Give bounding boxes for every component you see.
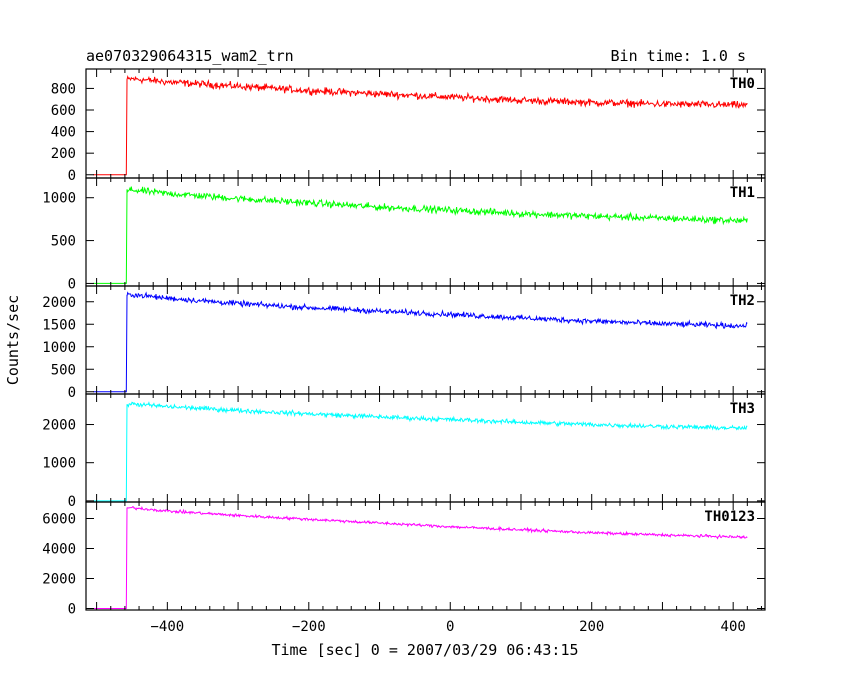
x-tick-label: 0: [446, 619, 454, 635]
y-tick-label: 1500: [42, 317, 76, 333]
y-axis-label: Counts/sec: [4, 295, 22, 385]
panel-label-th1: TH1: [730, 185, 755, 201]
y-tick-label: 4000: [42, 542, 76, 558]
panel-label-th2: TH2: [730, 293, 755, 309]
panel-frame: [85, 285, 766, 395]
panel-label-th0123: TH0123: [704, 509, 755, 525]
series-line-th2: [93, 291, 748, 393]
series-line-th1: [93, 186, 748, 284]
x-tick-label: 400: [721, 619, 746, 635]
y-tick-label: 500: [51, 234, 76, 250]
y-tick-label: 6000: [42, 512, 76, 528]
y-tick-label: 800: [51, 81, 76, 97]
y-tick-label: 0: [68, 385, 76, 401]
y-tick-label: 600: [51, 103, 76, 119]
chart-title: ae070329064315_wam2_trn: [86, 47, 294, 65]
panels: 0 200 400 600 800 TH0 0 500 1000 TH1 0 500 1000 1500 2…: [42, 68, 766, 635]
y-tick-label: 400: [51, 125, 76, 141]
x-tick-label: 200: [579, 619, 604, 635]
panel-label-th0: TH0: [730, 76, 755, 92]
y-tick-label: 1000: [42, 456, 76, 472]
y-tick-label: 1000: [42, 191, 76, 207]
y-tick-label: 2000: [42, 572, 76, 588]
panel-label-th3: TH3: [730, 401, 755, 417]
panel-th0123: 0 2000 4000 6000 TH0123: [42, 501, 766, 618]
panel-th2: 0 500 1000 1500 2000 TH2: [42, 285, 766, 401]
y-tick-label: 0: [68, 276, 76, 292]
y-tick-label: 500: [51, 362, 76, 378]
y-tick-label: 2000: [42, 418, 76, 434]
y-tick-label: 2000: [42, 295, 76, 311]
x-tick-label: −200: [292, 619, 326, 635]
series-line-th0123: [93, 506, 748, 609]
y-tick-label: 0: [68, 494, 76, 510]
y-tick-label: 1000: [42, 340, 76, 356]
y-tick-label: 0: [68, 602, 76, 618]
series-line-th0: [93, 75, 748, 176]
series-line-th3: [93, 401, 748, 502]
bin-time-label: Bin time: 1.0 s: [611, 47, 746, 65]
x-tick-label: −400: [150, 619, 184, 635]
y-tick-label: 0: [68, 168, 76, 184]
panel-th1: 0 500 1000 TH1: [42, 177, 766, 292]
panel-th0: 0 200 400 600 800 TH0: [51, 68, 766, 184]
y-tick-label: 200: [51, 146, 76, 162]
panel-frame: [85, 68, 766, 179]
x-axis-label: Time [sec] 0 = 2007/03/29 06:43:15: [271, 641, 578, 659]
panel-frame: [85, 393, 766, 503]
panel-th3: 0 1000 2000 TH3: [42, 393, 766, 510]
panel-frame: [85, 501, 766, 611]
